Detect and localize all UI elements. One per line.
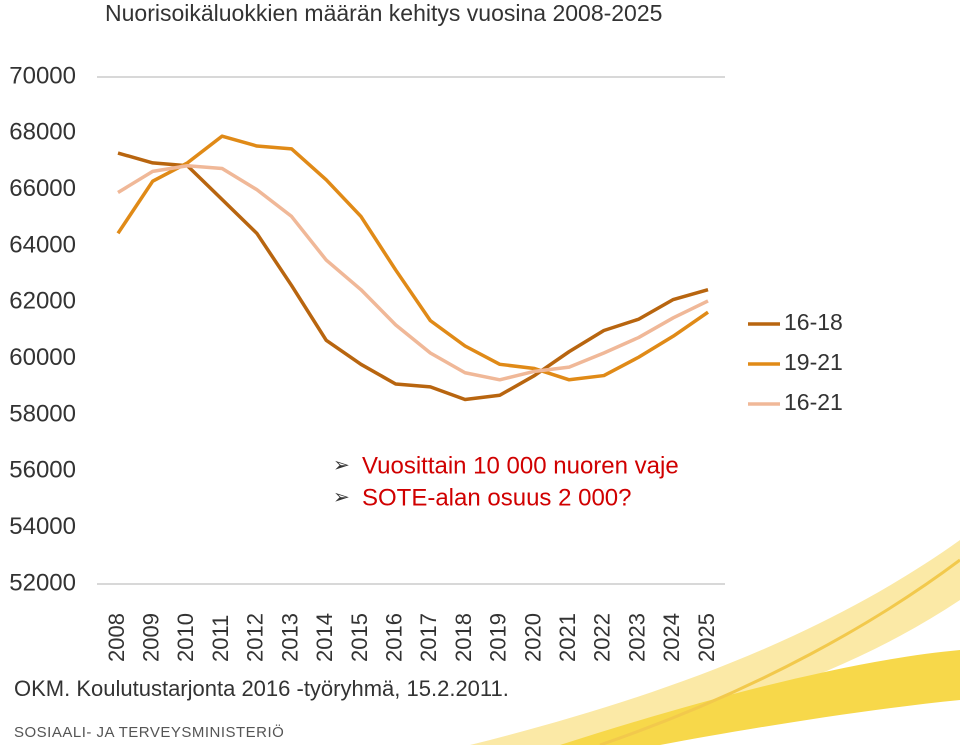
y-tick-label: 68000 [9,119,76,146]
x-tick-label: 2024 [659,613,684,662]
x-tick-label: 2016 [381,613,406,662]
y-tick-label: 62000 [9,288,76,315]
y-tick-label: 52000 [9,569,76,596]
annotation: Vuosittain 10 000 nuoren vaje [362,452,679,479]
series-line [117,151,709,402]
x-tick-label: 2019 [486,613,511,662]
x-tick-label: 2015 [347,613,372,662]
x-tick-label: 2025 [694,613,719,662]
y-tick-label: 70000 [9,62,76,89]
y-tick-label: 64000 [9,231,76,258]
x-tick-label: 2018 [451,613,476,662]
series-line [117,163,709,382]
annotation: SOTE-alan osuus 2 000? [362,484,632,511]
legend-label: 16-18 [784,309,843,335]
series-line [116,134,709,382]
footer-org: SOSIAALI- JA TERVEYSMINISTERIÖ [14,723,284,741]
x-tick-label: 2014 [312,613,337,662]
y-tick-label: 56000 [9,457,76,484]
x-tick-label: 2013 [277,613,302,662]
x-tick-label: 2020 [520,613,545,662]
bullet: ➢ [333,454,350,476]
bullet: ➢ [333,486,350,508]
x-tick-label: 2009 [139,613,164,662]
x-tick-label: 2017 [416,613,441,662]
legend-label: 19-21 [784,349,843,375]
chart-title: Nuorisoikäluokkien määrän kehitys vuosin… [105,0,662,26]
decor-line [599,558,960,745]
x-tick-label: 2021 [555,613,580,662]
x-tick-label: 2022 [590,613,615,662]
x-tick-label: 2023 [624,613,649,662]
y-tick-label: 66000 [9,175,76,202]
y-tick-label: 54000 [9,513,76,540]
decor-swoosh [560,650,960,745]
source: OKM. Koulutustarjonta 2016 -työryhmä, 15… [14,676,509,701]
x-tick-label: 2010 [173,613,198,662]
x-tick-label: 2011 [208,615,233,662]
x-tick-label: 2012 [243,613,268,662]
x-tick-label: 2008 [104,613,129,662]
legend-label: 16-21 [784,389,843,415]
y-tick-label: 60000 [9,344,76,371]
y-tick-label: 58000 [9,400,76,427]
